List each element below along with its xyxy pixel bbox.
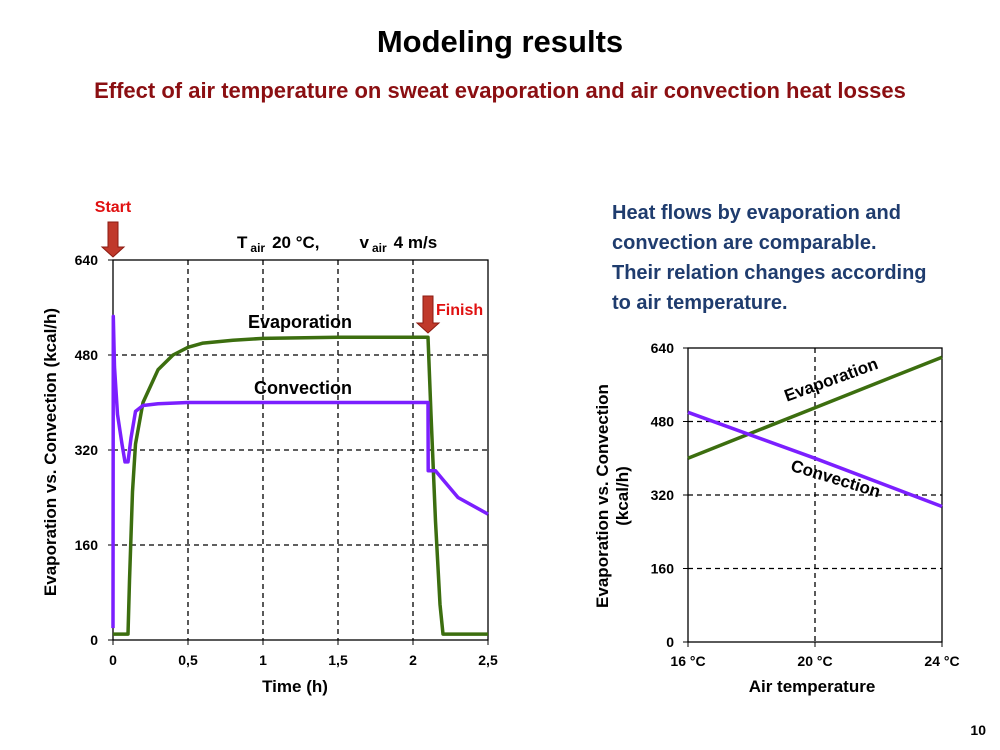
y-tick-label: 160	[651, 561, 675, 577]
note-line: Their relation changes according	[612, 262, 927, 284]
x-tick-label: 0,5	[178, 652, 198, 668]
y-tick-label: 160	[75, 537, 99, 553]
note-line: convection are comparable.	[612, 232, 877, 254]
condition-text: 20 °C,	[272, 233, 319, 252]
x-tick-label: 16 °C	[670, 653, 705, 669]
evaporation-series-label: Evaporation	[248, 312, 352, 332]
x-tick-label: 20 °C	[797, 653, 832, 669]
x-tick-label: 2,5	[478, 652, 498, 668]
note-line: Heat flows by evaporation and	[612, 202, 901, 224]
y-tick-label: 320	[75, 442, 99, 458]
start-label: Start	[95, 199, 132, 216]
convection-series-line	[687, 410, 943, 509]
y-tick-label: 320	[651, 487, 675, 503]
note-line: to air temperature.	[612, 292, 788, 314]
page-subtitle: Effect of air temperature on sweat evapo…	[94, 78, 906, 103]
x-tick-label: 24 °C	[924, 653, 959, 669]
convection-series-label: Convection	[254, 378, 352, 398]
condition-subscript: air	[372, 241, 387, 255]
convection-series-line	[111, 314, 489, 629]
x-tick-label: 2	[409, 652, 417, 668]
condition-text: v	[360, 233, 370, 252]
evaporation-series-line	[113, 335, 488, 636]
y-tick-label: 640	[75, 252, 99, 268]
finish-arrow-icon	[415, 295, 441, 334]
evaporation-series-label: Evaporation	[782, 354, 881, 405]
y-tick-label: 0	[90, 632, 98, 648]
x-tick-label: 1	[259, 652, 267, 668]
x-tick-label: 0	[109, 652, 117, 668]
page-title: Modeling results	[376, 24, 624, 59]
annotation-text: Heat flows by evaporation and convection…	[612, 198, 992, 318]
y-tick-label: 640	[651, 340, 675, 356]
finish-label: Finish	[436, 302, 483, 319]
evaporation-series-line	[687, 355, 943, 460]
y-axis-title: Evaporation vs. Convection (kcal/h)	[41, 308, 60, 596]
y-axis-title: Evaporation vs. Convection(kcal/h)	[593, 384, 632, 608]
x-tick-label: 1,5	[328, 652, 348, 668]
y-tick-label: 480	[75, 347, 99, 363]
y-tick-label: 0	[666, 634, 674, 650]
condition-text: T	[237, 233, 248, 252]
y-axis-title-line: Evaporation vs. Convection	[593, 384, 612, 608]
condition-text: 4 m/s	[394, 233, 437, 252]
y-axis-title-line: (kcal/h)	[613, 466, 632, 526]
page-number: 10	[970, 722, 986, 738]
plot-frame	[687, 347, 943, 643]
y-tick-label: 480	[651, 414, 675, 430]
x-axis-title: Air temperature	[749, 677, 876, 696]
condition-subscript: air	[250, 241, 265, 255]
x-axis-title: Time (h)	[262, 677, 328, 696]
start-arrow-icon	[100, 221, 126, 258]
